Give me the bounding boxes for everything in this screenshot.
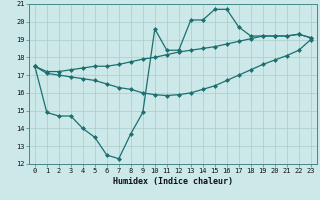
X-axis label: Humidex (Indice chaleur): Humidex (Indice chaleur) [113,177,233,186]
